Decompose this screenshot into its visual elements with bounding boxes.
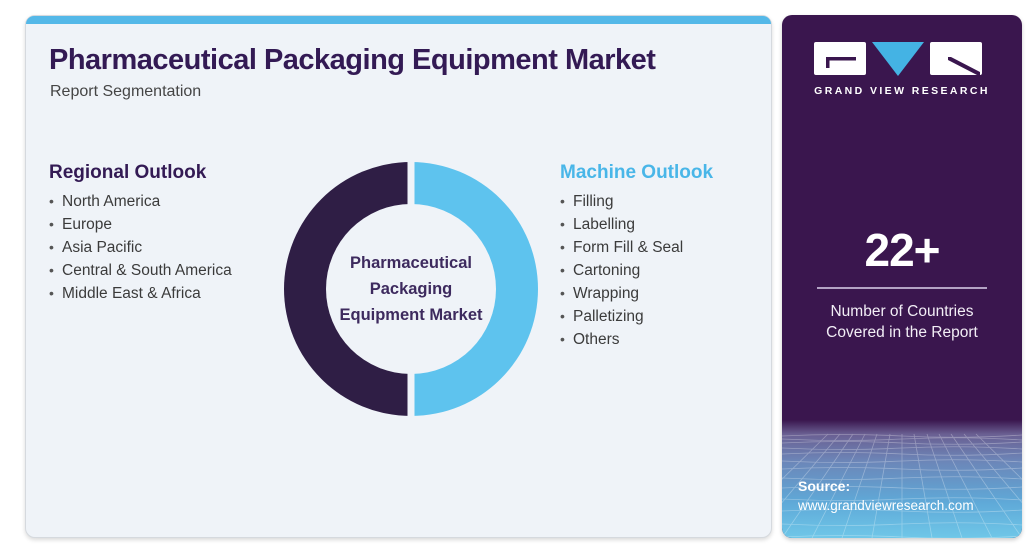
list-item: Others xyxy=(560,328,790,351)
sidebar: GRAND VIEW RESEARCH 22+ Number of Countr… xyxy=(782,15,1022,538)
regional-outlook-heading: Regional Outlook xyxy=(49,162,207,183)
source-url: www.grandviewresearch.com xyxy=(798,498,974,513)
page-subtitle: Report Segmentation xyxy=(50,83,202,100)
source-label: Source: xyxy=(798,478,851,494)
stat-value: 22+ xyxy=(864,224,940,276)
mesh-texture-graphic xyxy=(782,420,1022,538)
stat-caption: Number of Countries Covered in the Repor… xyxy=(826,303,978,341)
stat-divider xyxy=(817,287,987,289)
source-block: Source: www.grandviewresearch.com xyxy=(798,476,974,516)
regional-outlook-section: Regional Outlook North America Europe As… xyxy=(49,162,279,305)
list-item: Central & South America xyxy=(49,259,279,282)
donut-chart: Pharmaceutical Packaging Equipment Marke… xyxy=(284,162,538,416)
list-item: Asia Pacific xyxy=(49,236,279,259)
list-item: Form Fill & Seal xyxy=(560,236,790,259)
gvr-logo-icon xyxy=(814,42,982,76)
list-item: Cartoning xyxy=(560,259,790,282)
page-title: Pharmaceutical Packaging Equipment Marke… xyxy=(49,44,656,76)
machine-outlook-heading: Machine Outlook xyxy=(560,162,714,183)
top-accent-bar xyxy=(26,16,771,24)
stat-block: 22+ Number of Countries Covered in the R… xyxy=(782,223,1022,343)
main-card: Pharmaceutical Packaging Equipment Marke… xyxy=(25,15,772,538)
brand-logo-text: GRAND VIEW RESEARCH xyxy=(814,85,990,97)
list-item: Labelling xyxy=(560,213,790,236)
regional-outlook-list: North America Europe Asia Pacific Centra… xyxy=(49,190,279,305)
donut-center: Pharmaceutical Packaging Equipment Marke… xyxy=(326,204,496,374)
machine-outlook-list: Filling Labelling Form Fill & Seal Carto… xyxy=(560,190,790,351)
machine-outlook-section: Machine Outlook Filling Labelling Form F… xyxy=(560,162,790,351)
list-item: Middle East & Africa xyxy=(49,282,279,305)
list-item: Filling xyxy=(560,190,790,213)
list-item: Wrapping xyxy=(560,282,790,305)
list-item: North America xyxy=(49,190,279,213)
brand-logo: GRAND VIEW RESEARCH xyxy=(782,41,1022,97)
list-item: Palletizing xyxy=(560,305,790,328)
donut-center-label: Pharmaceutical Packaging Equipment Marke… xyxy=(339,254,483,324)
list-item: Europe xyxy=(49,213,279,236)
